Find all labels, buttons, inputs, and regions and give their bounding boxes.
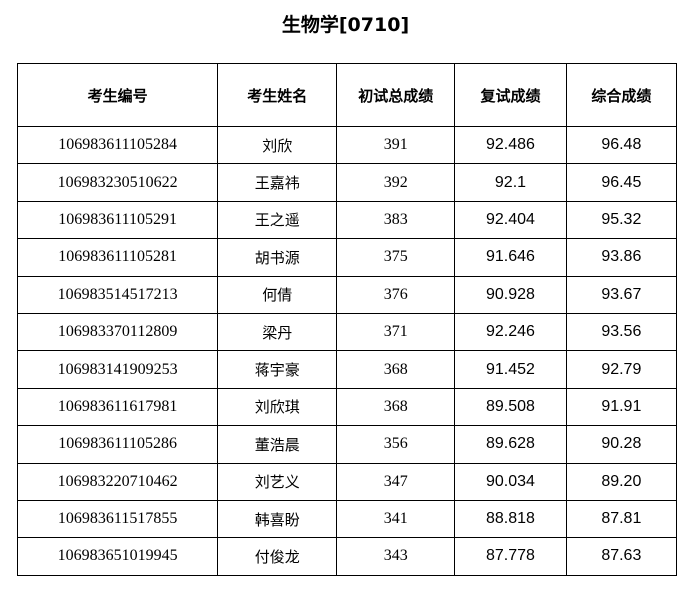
header-exam-id: 考生编号	[16, 63, 219, 127]
cell-total-score: 96.48	[565, 125, 678, 165]
table-row: 106983611105281 胡书源 375 91.646 93.86	[16, 238, 678, 277]
cell-total-score: 90.28	[565, 425, 678, 464]
cell-initial-score: 341	[336, 499, 456, 539]
cell-name: 刘欣	[217, 125, 338, 165]
cell-name: 刘艺义	[217, 462, 338, 501]
cell-exam-id: 106983230510622	[16, 163, 219, 202]
cell-total-score: 87.63	[565, 537, 678, 576]
cell-name: 胡书源	[217, 238, 338, 277]
cell-initial-score: 356	[336, 425, 456, 464]
cell-total-score: 93.67	[565, 275, 678, 314]
cell-total-score: 93.86	[565, 238, 678, 277]
cell-name: 董浩晨	[217, 425, 338, 464]
header-total-score: 综合成绩	[565, 63, 678, 127]
cell-total-score: 92.79	[565, 350, 678, 389]
cell-retest-score: 92.1	[454, 163, 567, 202]
header-initial-score: 初试总成绩	[336, 63, 456, 127]
cell-initial-score: 375	[336, 238, 456, 277]
table-row: 106983141909253 蒋宇豪 368 91.452 92.79	[16, 350, 678, 389]
cell-total-score: 95.32	[565, 200, 678, 240]
cell-retest-score: 92.404	[454, 200, 567, 240]
cell-retest-score: 91.452	[454, 350, 567, 389]
score-table: 考生编号 考生姓名 初试总成绩 复试成绩 综合成绩 10698361110528…	[16, 63, 678, 576]
table-row: 106983514517213 何倩 376 90.928 93.67	[16, 275, 678, 314]
table-row: 106983230510622 王嘉祎 392 92.1 96.45	[16, 163, 678, 202]
cell-initial-score: 376	[336, 275, 456, 314]
table-row: 106983611105291 王之遥 383 92.404 95.32	[16, 200, 678, 240]
table-row: 106983611517855 韩喜盼 341 88.818 87.81	[16, 499, 678, 539]
cell-initial-score: 392	[336, 163, 456, 202]
cell-exam-id: 106983611105291	[16, 200, 219, 240]
cell-retest-score: 89.508	[454, 387, 567, 427]
cell-name: 王嘉祎	[217, 163, 338, 202]
cell-name: 梁丹	[217, 312, 338, 352]
cell-retest-score: 88.818	[454, 499, 567, 539]
header-row: 考生编号 考生姓名 初试总成绩 复试成绩 综合成绩	[16, 63, 678, 127]
cell-exam-id: 106983611517855	[16, 499, 219, 539]
table-row: 106983611617981 刘欣琪 368 89.508 91.91	[16, 387, 678, 427]
page-title: 生物学[0710]	[281, 14, 410, 36]
cell-retest-score: 91.646	[454, 238, 567, 277]
cell-initial-score: 391	[336, 125, 456, 165]
header-retest-score: 复试成绩	[454, 63, 567, 127]
cell-retest-score: 92.246	[454, 312, 567, 352]
cell-retest-score: 87.778	[454, 537, 567, 576]
cell-name: 何倩	[217, 275, 338, 314]
cell-exam-id: 106983611617981	[16, 387, 219, 427]
cell-initial-score: 371	[336, 312, 456, 352]
cell-exam-id: 106983611105286	[16, 425, 219, 464]
cell-initial-score: 347	[336, 462, 456, 501]
cell-name: 蒋宇豪	[217, 350, 338, 389]
cell-name: 刘欣琪	[217, 387, 338, 427]
cell-initial-score: 368	[336, 350, 456, 389]
table-row: 106983651019945 付俊龙 343 87.778 87.63	[16, 537, 678, 576]
cell-exam-id: 106983141909253	[16, 350, 219, 389]
cell-initial-score: 368	[336, 387, 456, 427]
cell-initial-score: 343	[336, 537, 456, 576]
cell-total-score: 93.56	[565, 312, 678, 352]
cell-initial-score: 383	[336, 200, 456, 240]
cell-name: 韩喜盼	[217, 499, 338, 539]
cell-retest-score: 90.928	[454, 275, 567, 314]
cell-exam-id: 106983611105281	[16, 238, 219, 277]
cell-total-score: 91.91	[565, 387, 678, 427]
cell-name: 王之遥	[217, 200, 338, 240]
cell-exam-id: 106983220710462	[16, 462, 219, 501]
cell-retest-score: 90.034	[454, 462, 567, 501]
cell-exam-id: 106983611105284	[16, 125, 219, 165]
cell-exam-id: 106983651019945	[16, 537, 219, 576]
table-row: 106983220710462 刘艺义 347 90.034 89.20	[16, 462, 678, 501]
table-row: 106983611105286 董浩晨 356 89.628 90.28	[16, 425, 678, 464]
cell-exam-id: 106983370112809	[16, 312, 219, 352]
cell-total-score: 96.45	[565, 163, 678, 202]
cell-retest-score: 89.628	[454, 425, 567, 464]
header-name: 考生姓名	[217, 63, 338, 127]
table-row: 106983611105284 刘欣 391 92.486 96.48	[16, 125, 678, 165]
table-row: 106983370112809 梁丹 371 92.246 93.56	[16, 312, 678, 352]
cell-total-score: 89.20	[565, 462, 678, 501]
cell-exam-id: 106983514517213	[16, 275, 219, 314]
cell-total-score: 87.81	[565, 499, 678, 539]
cell-retest-score: 92.486	[454, 125, 567, 165]
cell-name: 付俊龙	[217, 537, 338, 576]
